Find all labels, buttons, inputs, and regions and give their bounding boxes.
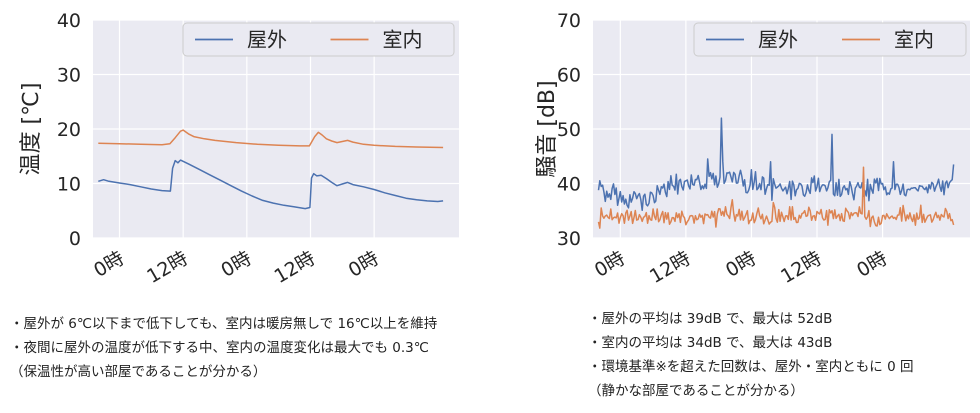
y-tick-label: 70	[557, 10, 581, 32]
y-tick-label: 60	[557, 65, 581, 87]
series-line-indoor	[98, 129, 444, 149]
noise-x-ticks: 0時 12時 0時 12時 0時	[591, 247, 891, 288]
x-tick-label: 12時	[777, 247, 825, 288]
x-tick-label: 12時	[271, 247, 319, 288]
temperature-x-ticks: 0時 12時 0時 12時 0時	[90, 247, 383, 288]
x-tick-label: 0時	[345, 247, 383, 282]
temperature-notes: ・屋外が 6℃以下まで低下しても、室内は暖房無しで 16℃以上を維持 ・夜間に屋…	[10, 312, 437, 384]
temperature-y-ticks: 0 10 20 30 40	[57, 10, 81, 250]
y-tick-label: 30	[557, 228, 581, 250]
noise-note-line: ・屋外の平均は 39dB で、最大は 52dB	[588, 311, 833, 327]
noise-note-line: （静かな部屋であることが分かる）	[588, 383, 804, 399]
temperature-note-line: ・夜間に屋外の温度が低下する中、室内の温度変化は最大でも 0.3℃	[10, 340, 429, 356]
y-tick-label: 30	[57, 65, 81, 87]
noise-note-line: ・環境基準※を超えた回数は、屋外・室内ともに 0 回	[588, 359, 914, 375]
y-tick-label: 20	[57, 119, 81, 141]
y-tick-label: 40	[57, 10, 81, 32]
temperature-y-axis-label: 温度 [℃]	[19, 83, 44, 176]
y-tick-label: 0	[69, 228, 81, 250]
series-line-indoor	[597, 166, 955, 229]
y-tick-label: 40	[557, 174, 581, 196]
temperature-legend: 屋外 室内	[182, 22, 455, 57]
x-tick-label: 0時	[722, 247, 760, 282]
legend-label: 屋外	[247, 28, 287, 52]
temperature-series-lines	[98, 129, 444, 210]
legend-box	[182, 22, 455, 57]
noise-chart: 30 40 50 60 70 0時 12時 0時 12時 0時 騒音 [dB] 屋外 室内	[535, 10, 970, 288]
noise-legend: 屋外 室内	[693, 22, 967, 57]
x-tick-label: 12時	[143, 247, 191, 288]
legend-label: 室内	[894, 28, 934, 52]
x-tick-label: 0時	[90, 247, 128, 282]
legend-label: 屋外	[758, 28, 798, 52]
noise-notes: ・屋外の平均は 39dB で、最大は 52dB ・室内の平均は 34dB で、最…	[588, 307, 913, 403]
series-line-outdoor	[98, 159, 444, 210]
legend-label: 室内	[383, 28, 423, 52]
noise-series-lines	[597, 117, 955, 229]
temperature-note-line: （保温性が高い部屋であることが分かる）	[10, 364, 267, 380]
x-tick-label: 0時	[853, 247, 891, 282]
noise-y-ticks: 30 40 50 60 70	[557, 10, 581, 250]
y-tick-label: 10	[57, 174, 81, 196]
series-line-outdoor	[597, 117, 955, 212]
x-tick-label: 12時	[646, 247, 694, 288]
x-tick-label: 0時	[591, 247, 629, 282]
temperature-chart: 0 10 20 30 40 0時 12時 0時 12時 0時 温度 [℃] 屋外 室内	[19, 10, 459, 288]
legend-box	[693, 22, 967, 57]
noise-y-axis-label: 騒音 [dB]	[535, 80, 560, 177]
noise-gridlines	[593, 19, 970, 239]
y-tick-label: 50	[557, 119, 581, 141]
x-tick-label: 0時	[217, 247, 255, 282]
temperature-note-line: ・屋外が 6℃以下まで低下しても、室内は暖房無しで 16℃以上を維持	[10, 316, 438, 332]
noise-note-line: ・室内の平均は 34dB で、最大は 43dB	[588, 335, 833, 351]
